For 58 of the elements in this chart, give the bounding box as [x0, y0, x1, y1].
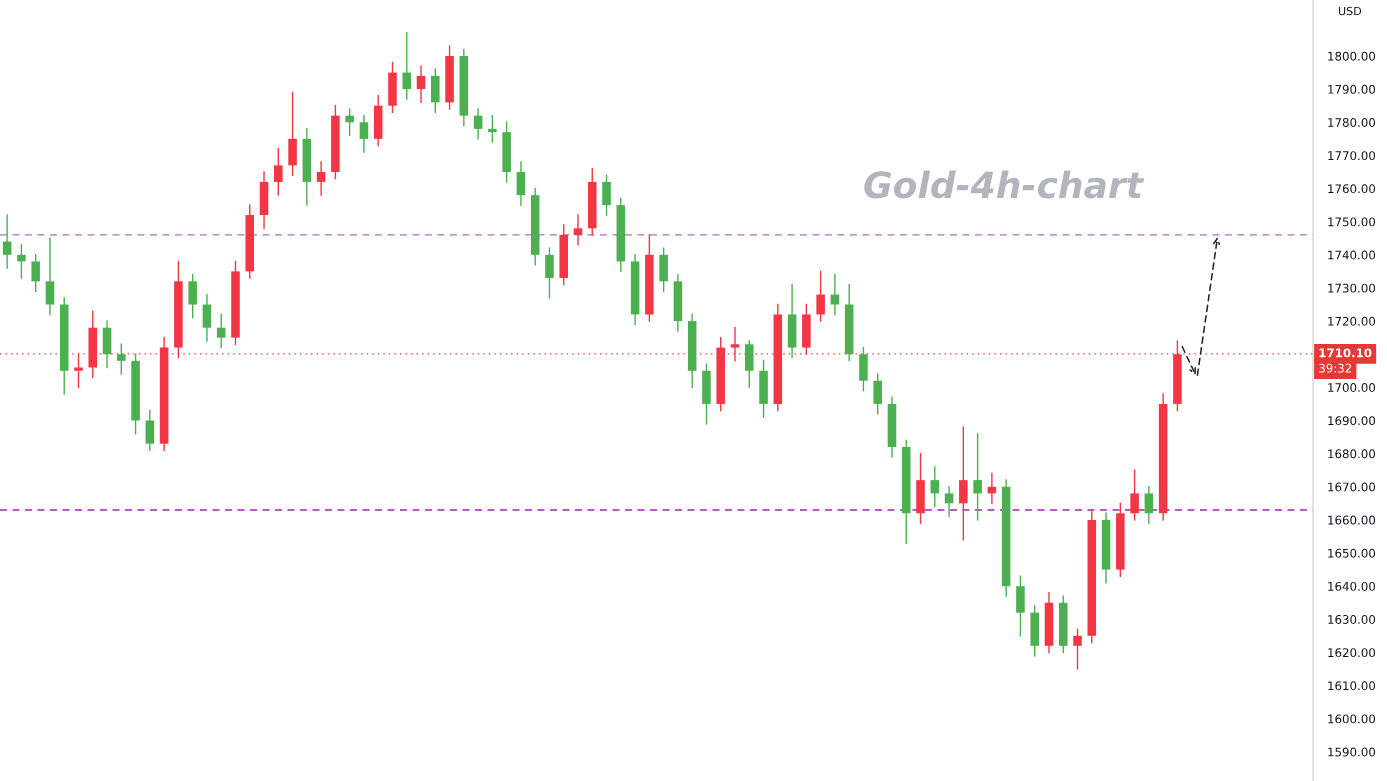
y-tick-label: 1630.00 [1328, 615, 1376, 624]
y-tick-label: 1780.00 [1328, 117, 1376, 127]
candlestick [345, 108, 354, 137]
y-tick-label: 1720.00 [1328, 316, 1376, 326]
y-tick-label: 1640.00 [1328, 581, 1376, 591]
y-tick-label: 1700.00 [1328, 383, 1376, 393]
candlestick [473, 108, 483, 140]
text: USD [1338, 6, 1362, 16]
candlestick [31, 254, 40, 292]
candlestick [959, 426, 968, 541]
y-tick-label: 1620.00 [1328, 648, 1376, 658]
candlestick [488, 114, 497, 143]
y-tick-label: 1750.00 [1328, 217, 1376, 227]
candlestick [602, 174, 611, 216]
candlestick [316, 161, 326, 196]
candlestick [202, 293, 212, 342]
candlestick [730, 327, 740, 362]
y-tick-label: 1590.00 [1328, 747, 1376, 757]
y-tick-label: 1730.00 [1328, 283, 1376, 293]
candlestick [816, 270, 825, 322]
y-tick-label: 1760.00 [1328, 184, 1376, 194]
y-tick-label: 1660.00 [1328, 515, 1376, 525]
y-tick-label: 1650.00 [1328, 548, 1376, 558]
candlestick [1144, 486, 1154, 524]
candlestick [545, 247, 554, 299]
candlestick [973, 433, 982, 521]
candlestick [117, 343, 126, 375]
text: 39:32 [1319, 363, 1352, 373]
y-tick-label: 1770.00 [1328, 151, 1376, 161]
y-tick-label: 1800.00 [1328, 51, 1376, 61]
candlestick [359, 114, 369, 153]
candlestick [17, 244, 26, 279]
candlestick [216, 313, 226, 349]
text: Gold-4h-chart [864, 170, 1145, 199]
candlestick [873, 373, 882, 415]
candlestick [45, 237, 55, 316]
candlestick [274, 148, 283, 196]
candlestick [830, 273, 840, 316]
candlestick [2, 214, 12, 269]
y-tick-label: 1610.00 [1328, 681, 1376, 691]
y-tick-label: 1790.00 [1328, 84, 1376, 94]
y-tick-label: 1600.00 [1328, 714, 1376, 724]
y-tick-label: 1740.00 [1328, 250, 1376, 260]
y-tick-label: 1690.00 [1328, 416, 1376, 426]
candlestick [930, 466, 940, 508]
y-tick-label: 1680.00 [1328, 449, 1376, 459]
ref-line-label: 1710.10 [1319, 348, 1372, 358]
candlestick [1073, 628, 1082, 670]
candlestick [402, 32, 412, 100]
y-tick-label: 1670.00 [1328, 482, 1376, 492]
candlestick [516, 161, 526, 206]
candlestick [188, 273, 197, 319]
candlestick [944, 486, 954, 518]
candlestick [74, 353, 83, 389]
candlestick [416, 65, 426, 104]
candlestick [1130, 469, 1139, 521]
candlestick [573, 214, 583, 246]
candlestick [145, 409, 155, 452]
